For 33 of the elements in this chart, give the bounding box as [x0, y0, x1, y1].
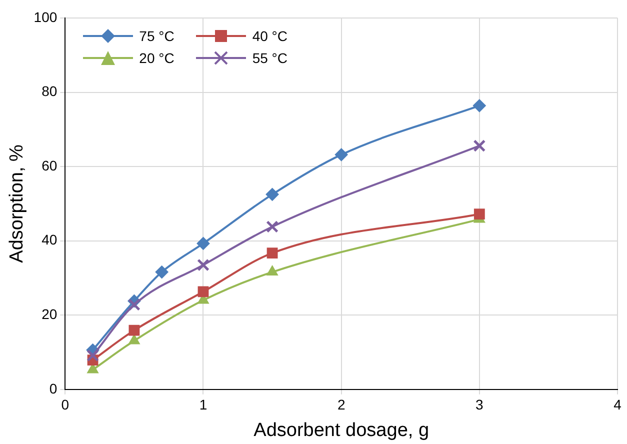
x-axis-title: Adsorbent dosage, g — [254, 420, 430, 441]
x-tick-label: 3 — [476, 396, 484, 413]
point — [266, 248, 278, 259]
point — [266, 220, 278, 233]
y-tick-label: 40 — [42, 232, 58, 248]
y-tick-label: 60 — [42, 157, 58, 174]
point — [474, 208, 485, 220]
y-tick-label: 100 — [34, 8, 58, 25]
point — [128, 324, 140, 336]
point — [86, 349, 99, 362]
point — [472, 99, 486, 112]
point — [266, 188, 279, 201]
point — [196, 236, 210, 250]
legend-label: 20 °C — [139, 50, 174, 66]
legend-label: 40 °C — [252, 28, 288, 44]
legend-label: 75 °C — [139, 28, 174, 44]
point — [473, 140, 486, 152]
point — [128, 334, 140, 344]
x-tick-label: 0 — [61, 396, 70, 413]
legend-label: 55 °C — [252, 50, 288, 66]
y-tick-label: 80 — [42, 83, 58, 100]
x-tick-label: 1 — [199, 396, 208, 413]
x-tick-label: 2 — [337, 396, 346, 413]
point — [198, 286, 209, 298]
x-tick-label: 4 — [614, 396, 622, 413]
point — [197, 258, 210, 272]
point — [266, 266, 278, 276]
y-tick-label: 0 — [49, 380, 58, 396]
point — [334, 148, 348, 162]
y-axis-title: Adsorption, % — [6, 144, 28, 263]
point — [155, 266, 168, 279]
point — [128, 298, 140, 311]
y-tick-label: 20 — [42, 306, 58, 322]
